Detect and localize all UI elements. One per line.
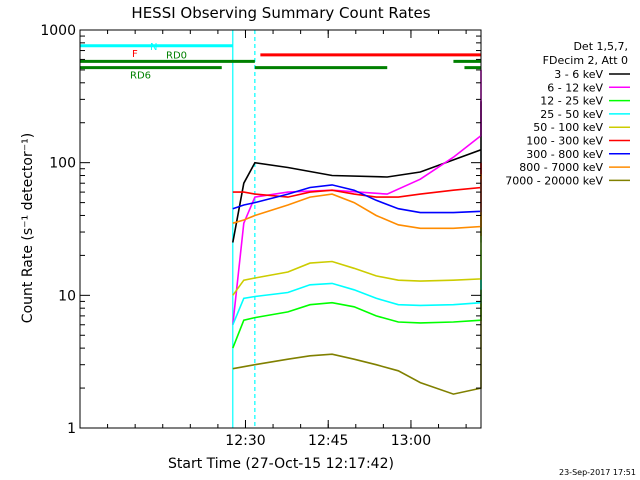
series-lines <box>232 69 482 395</box>
legend-entry-3: 25 - 50 keV <box>540 108 603 121</box>
legend-entry-6: 300 - 800 keV <box>526 148 603 161</box>
legend-entry-1: 6 - 12 keV <box>547 81 603 94</box>
event-lines <box>232 30 256 428</box>
legend-header-1: FDecim 2, Att 0 <box>543 54 628 67</box>
series-line-7 <box>232 174 482 230</box>
x-tick-label-2: 13:00 <box>391 433 431 449</box>
axis-ticks: 12:30 12:45 13:00 1 10 100 1000 <box>40 23 481 449</box>
legend-entry-7: 800 - 7000 keV <box>519 161 603 174</box>
legend-entry-4: 50 - 100 keV <box>533 121 603 134</box>
legend-entry-8: 7000 - 20000 keV <box>505 174 603 187</box>
y-tick-label-3: 1000 <box>40 23 76 39</box>
flag-label-0: N <box>150 42 157 53</box>
chart-title: HESSI Observing Summary Count Rates <box>131 4 430 22</box>
flag-label-1: F <box>132 49 138 60</box>
legend-header-0: Det 1,5,7, <box>573 40 628 53</box>
x-axis-label: Start Time (27-Oct-15 12:17:42) <box>168 456 394 472</box>
plot-frame <box>79 29 482 429</box>
series-line-2 <box>232 249 482 349</box>
y-tick-label-2: 100 <box>49 156 76 172</box>
legend-entry-0: 3 - 6 keV <box>554 68 603 81</box>
y-tick-label-1: 10 <box>58 288 76 304</box>
series-line-0 <box>232 101 482 243</box>
flag-label-3: RD6 <box>130 71 151 82</box>
y-axis-label: Count Rate (s⁻¹ detector⁻¹) <box>20 133 36 323</box>
flag-bars: N F RD0 RD6 <box>80 42 481 82</box>
series-line-4 <box>232 215 482 296</box>
x-tick-label-1: 12:45 <box>308 433 348 449</box>
footer-date: 23-Sep-2017 17:51 <box>559 468 636 477</box>
legend-entry-5: 100 - 300 keV <box>526 135 603 148</box>
series-line-1 <box>232 69 482 325</box>
y-tick-label-0: 1 <box>67 421 76 437</box>
flag-label-2: RD0 <box>166 50 187 61</box>
series-line-5 <box>232 162 482 208</box>
legend-entry-2: 12 - 25 keV <box>540 95 603 108</box>
x-tick-label-0: 12:30 <box>225 433 265 449</box>
